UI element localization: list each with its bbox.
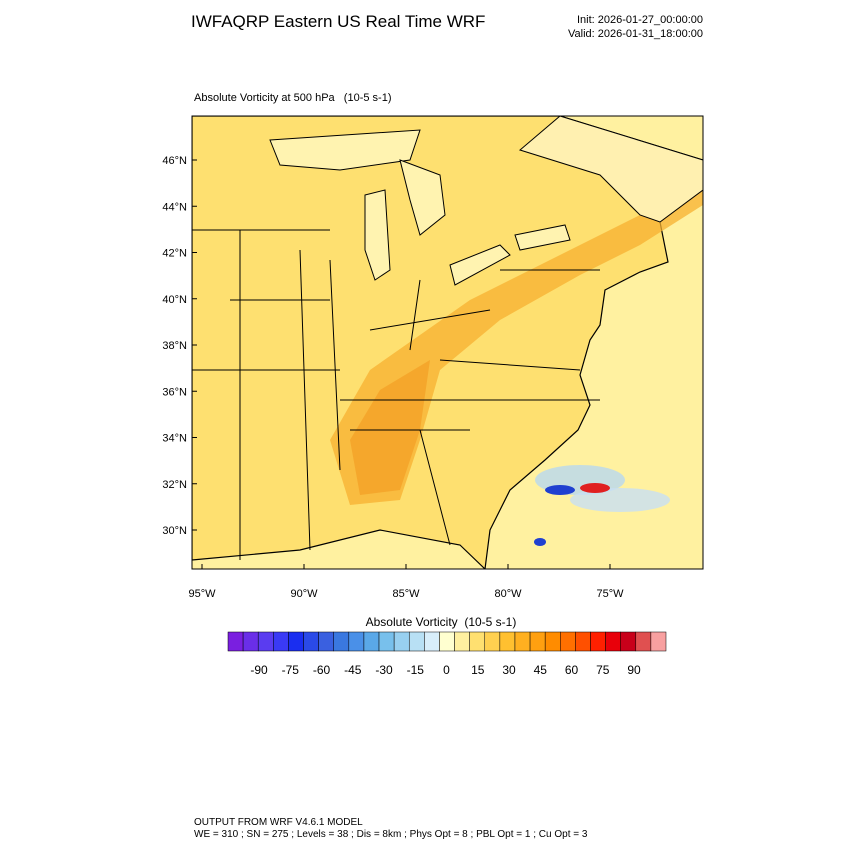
colorbar-swatch	[273, 631, 289, 652]
colorbar-tick-label: -60	[313, 663, 331, 677]
lat-label: 30°N	[162, 525, 187, 537]
colorbar-tick-label: 45	[534, 663, 548, 677]
colorbar-swatch	[363, 631, 380, 652]
colorbar-swatch	[408, 631, 425, 652]
colorbar-swatch	[288, 631, 304, 652]
colorbar-swatch	[514, 631, 531, 652]
colorbar-swatch	[529, 631, 546, 652]
colorbar-swatch	[242, 631, 259, 652]
lat-label: 44°N	[162, 201, 187, 213]
lat-label: 38°N	[162, 340, 187, 352]
lat-label: 32°N	[162, 479, 187, 491]
colorbar-swatch	[348, 631, 365, 652]
colorbar-tick-label: 30	[502, 663, 516, 677]
footer-line: OUTPUT FROM WRF V4.6.1 MODEL	[194, 817, 363, 828]
init-time: Init: 2026-01-27_00:00:00	[577, 14, 703, 26]
colorbar-swatch	[393, 631, 410, 652]
colorbar-title: Absolute Vorticity (10-5 s-1)	[366, 615, 517, 629]
colorbar-tick-label: 15	[471, 663, 485, 677]
colorbar-tick-label: 75	[596, 663, 610, 677]
colorbar-tick-label: -30	[375, 663, 393, 677]
lat-label: 40°N	[162, 294, 187, 306]
colorbar-swatch	[499, 631, 516, 652]
colorbar-swatch	[635, 631, 652, 652]
colorbar-swatch	[424, 631, 440, 652]
lat-label: 42°N	[162, 248, 187, 260]
colorbar-swatch	[650, 631, 667, 652]
valid-time: Valid: 2026-01-31_18:00:00	[568, 28, 703, 40]
colorbar-swatch	[439, 631, 455, 652]
colorbar-swatch	[318, 631, 334, 652]
colorbar-tick-label: 60	[565, 663, 579, 677]
lon-label: 85°W	[392, 588, 420, 600]
colorbar-swatch	[333, 631, 350, 652]
colorbar-tick-label: -90	[250, 663, 268, 677]
colorbar-tick-label: 0	[443, 663, 450, 677]
lon-label: 80°W	[494, 588, 522, 600]
vorticity-patches	[534, 465, 670, 546]
colorbar-swatch	[590, 631, 606, 652]
colorbar-swatch	[544, 631, 561, 652]
colorbar-swatch	[303, 631, 319, 652]
colorbar-swatch	[469, 631, 486, 652]
colorbar-tick-label: -45	[344, 663, 362, 677]
lat-label: 36°N	[162, 386, 187, 398]
lat-label: 34°N	[162, 433, 187, 445]
colorbar-swatch	[257, 631, 274, 652]
colorbar-swatch	[378, 631, 395, 652]
lon-label: 95°W	[188, 588, 216, 600]
colorbar-swatch	[560, 631, 576, 652]
lon-label: 90°W	[290, 588, 318, 600]
lon-label: 75°W	[596, 588, 624, 600]
colorbar-tick-label: 90	[627, 663, 641, 677]
title: IWFAQRP Eastern US Real Time WRF	[191, 12, 485, 31]
footer-line: WE = 310 ; SN = 275 ; Levels = 38 ; Dis …	[194, 829, 588, 840]
colorbar-tick-label: -75	[282, 663, 300, 677]
colorbar-swatch	[620, 631, 637, 652]
colorbar-swatch	[575, 631, 591, 652]
colorbar-swatch	[227, 631, 244, 652]
colorbar-tick-label: -15	[407, 663, 425, 677]
panel-title: Absolute Vorticity at 500 hPa (10-5 s-1)	[194, 92, 392, 104]
map-frame	[191, 115, 704, 570]
colorbar-swatch	[605, 631, 621, 652]
colorbar-swatch	[454, 631, 470, 652]
map	[192, 116, 703, 569]
colorbar-swatch	[484, 631, 501, 652]
lat-label: 46°N	[162, 155, 187, 167]
